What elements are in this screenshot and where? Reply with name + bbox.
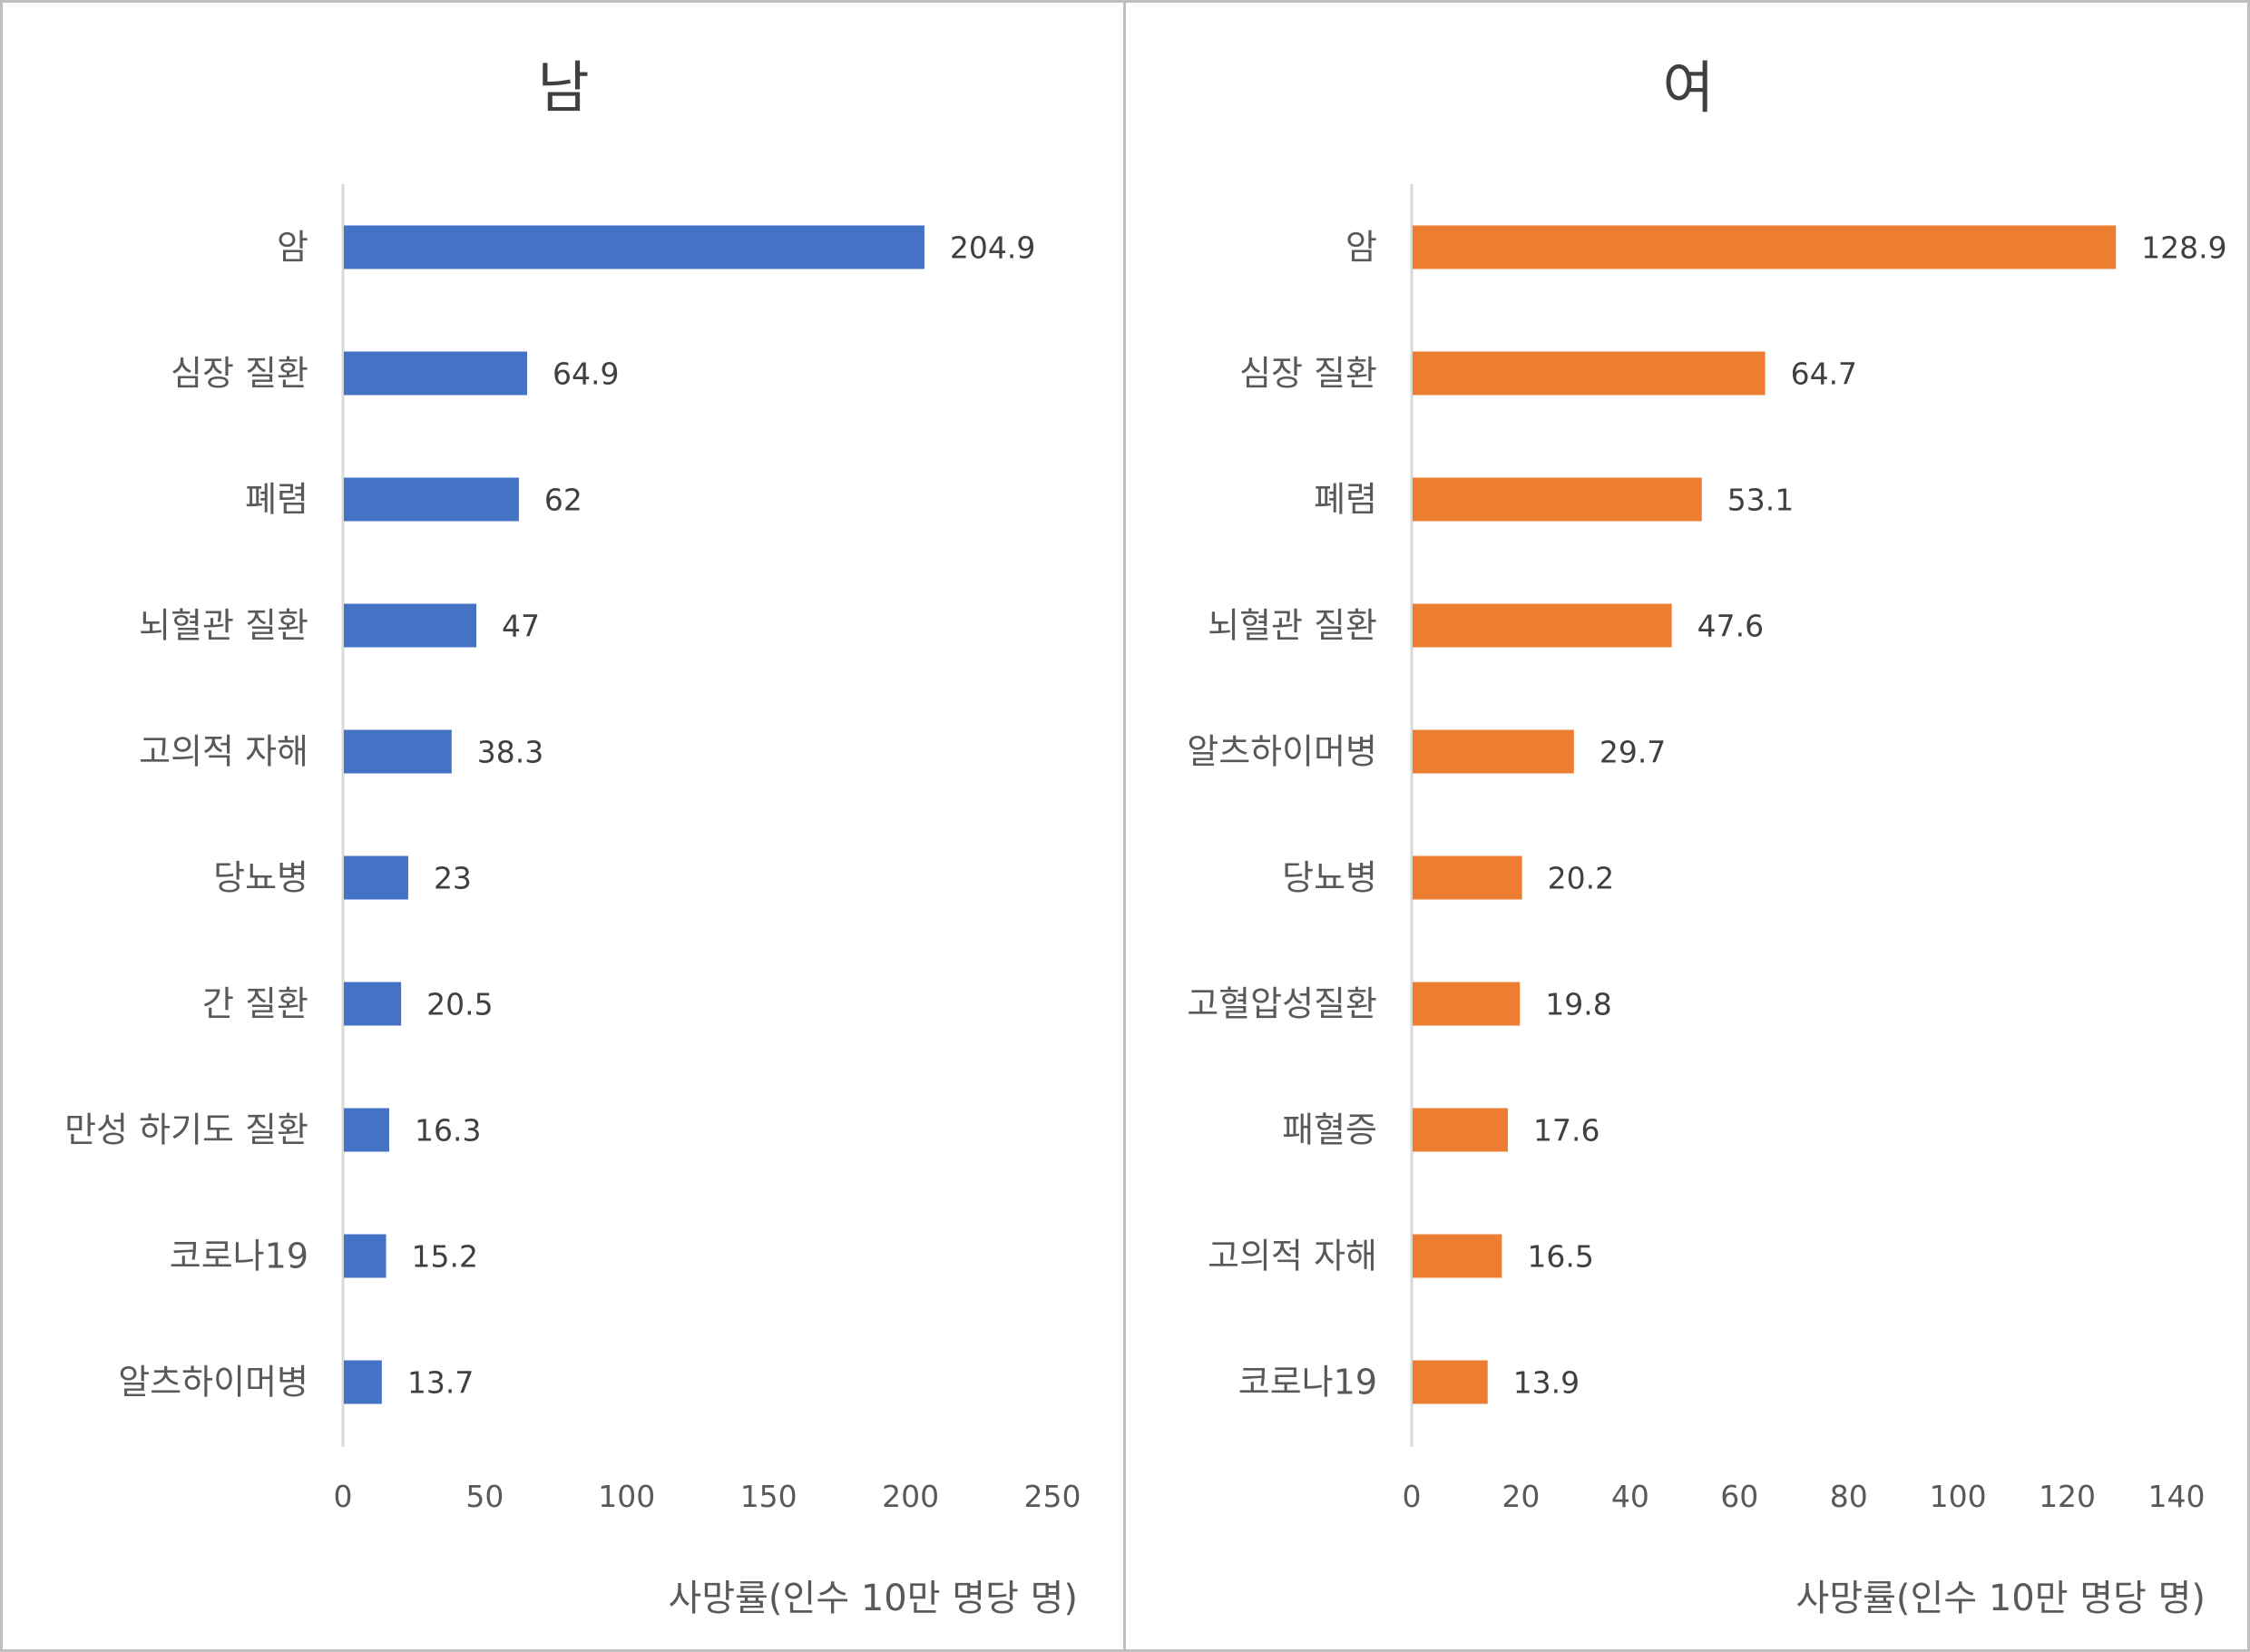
- bar: [344, 1108, 389, 1152]
- bar: [344, 982, 402, 1026]
- bar: [1413, 855, 1522, 900]
- data-label: 29.7: [1599, 735, 1666, 770]
- bar: [344, 603, 477, 648]
- data-label: 62: [544, 483, 582, 518]
- bar: [344, 729, 452, 774]
- x-tick-label: 120: [2039, 1479, 2096, 1514]
- category-label: 간 질환: [202, 984, 308, 1024]
- category-label: 뇌혈관 질환: [139, 606, 308, 646]
- bar: [344, 351, 528, 396]
- data-label: 64.9: [553, 357, 619, 392]
- data-label: 20.2: [1548, 861, 1614, 896]
- bar: [1413, 1234, 1502, 1278]
- data-label: 47.6: [1697, 609, 1764, 644]
- category-label: 심장 질환: [171, 354, 308, 394]
- category-label: 당뇨병: [213, 858, 308, 898]
- data-label: 53.1: [1727, 483, 1794, 518]
- bar: [344, 1234, 386, 1278]
- chart-title: 여: [1662, 54, 1714, 121]
- category-label: 알츠하이머병: [118, 1363, 308, 1403]
- category-label: 고혈압성질환: [1187, 984, 1377, 1024]
- bar: [1413, 1108, 1508, 1152]
- data-label: 13.9: [1513, 1365, 1580, 1401]
- data-label: 13.7: [407, 1365, 474, 1401]
- category-label: 암: [277, 228, 308, 268]
- x-tick-label: 60: [1720, 1479, 1758, 1514]
- bar: [1413, 603, 1672, 648]
- x-tick-label: 50: [465, 1479, 504, 1514]
- category-label: 뇌혈관 질환: [1208, 606, 1377, 646]
- data-label: 47: [502, 609, 540, 644]
- data-label: 38.3: [477, 735, 543, 770]
- chart-title: 남: [537, 54, 589, 121]
- x-tick-label: 200: [882, 1479, 939, 1514]
- bar: [1413, 225, 2117, 269]
- x-tick-label: 140: [2148, 1479, 2206, 1514]
- x-tick-label: 150: [740, 1479, 797, 1514]
- data-label: 64.7: [1791, 357, 1857, 392]
- bar: [1413, 1360, 1488, 1404]
- x-tick-label: 40: [1611, 1479, 1649, 1514]
- data-label: 17.6: [1533, 1113, 1599, 1149]
- category-label: 당뇨병: [1282, 858, 1377, 898]
- data-label: 16.3: [415, 1113, 481, 1149]
- category-label: 고의적 자해: [139, 732, 308, 772]
- category-label: 코로나19: [170, 1237, 308, 1276]
- data-label: 15.2: [412, 1239, 478, 1275]
- data-label: 20.5: [426, 987, 493, 1022]
- x-tick-label: 100: [1930, 1479, 1987, 1514]
- category-label: 고의적 자해: [1208, 1237, 1377, 1276]
- bar: [344, 477, 519, 522]
- chart-men: 남 사망률(인수 10만 명당 명) 암 204.9 심장 질환 64.9 폐렴 62 뇌혈…: [64, 54, 1081, 1619]
- data-label: 128.9: [2141, 230, 2226, 266]
- bar: [344, 855, 408, 900]
- x-tick-label: 20: [1502, 1479, 1540, 1514]
- panel-divider: [1123, 3, 1126, 1649]
- data-label: 16.5: [1527, 1239, 1593, 1275]
- category-label: 폐렴: [1314, 480, 1377, 520]
- category-label: 암: [1345, 228, 1377, 268]
- data-label: 19.8: [1545, 987, 1611, 1022]
- x-tick-label: 0: [334, 1479, 353, 1514]
- x-axis-label: 사망률(인수 10만 명당 명): [669, 1578, 1078, 1619]
- data-label: 23: [434, 861, 472, 896]
- category-label: 만성 하기도 질환: [64, 1110, 308, 1150]
- bar: [1413, 477, 1702, 522]
- x-tick-label: 0: [1403, 1479, 1422, 1514]
- bar: [1413, 982, 1521, 1026]
- category-label: 폐렴: [245, 480, 308, 520]
- bar: [1413, 729, 1574, 774]
- data-label: 204.9: [950, 230, 1035, 266]
- x-tick-label: 80: [1830, 1479, 1868, 1514]
- x-tick-label: 250: [1024, 1479, 1081, 1514]
- x-axis-label: 사망률(인수 10만 명당 명): [1796, 1578, 2206, 1619]
- chart-women: 여 사망률(인수 10만 명당 명) 암 128.9 심장 질환 64.7 폐렴 53.1…: [1187, 54, 2226, 1619]
- category-label: 알츠하이머병: [1187, 732, 1377, 772]
- bar: [344, 225, 924, 269]
- bar: [344, 1360, 382, 1404]
- bar: [1413, 351, 1766, 396]
- category-label: 심장 질환: [1239, 354, 1377, 394]
- category-label: 패혈증: [1282, 1110, 1377, 1150]
- category-label: 코로나19: [1238, 1363, 1377, 1403]
- x-tick-label: 100: [598, 1479, 655, 1514]
